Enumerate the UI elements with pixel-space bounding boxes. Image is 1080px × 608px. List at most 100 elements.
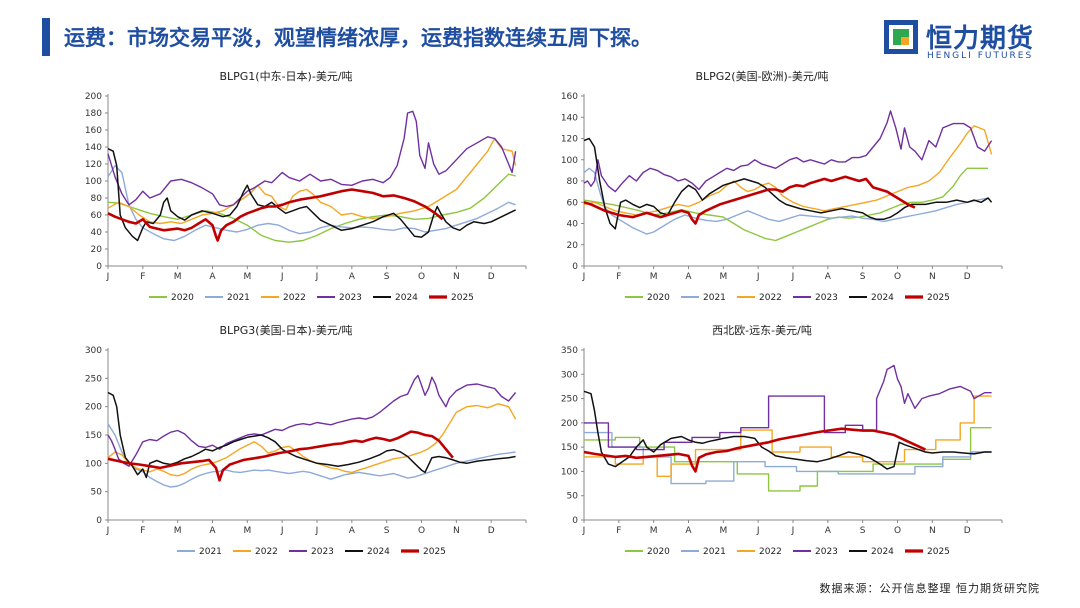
plot-area: 0 50 100 150 200 250 300 J F M A M J J A S O N D	[85, 346, 527, 536]
x-tick-label: M	[719, 526, 727, 536]
chart-title: 西北欧-远东-美元/吨	[712, 324, 812, 337]
x-tick-label: M	[174, 272, 182, 282]
legend-label: 2020	[647, 293, 670, 303]
y-tick-label: 140	[561, 113, 578, 123]
page-title: 运费：市场交易平淡，观望情绪浓厚，运费指数连续五周下探。	[64, 26, 652, 50]
y-tick-label: 20	[91, 245, 103, 255]
y-tick-label: 100	[561, 156, 578, 166]
chart-blpg3: BLPG3(美国-日本)-美元/吨 0 50 100 150 200 250 300 J F M A M…	[56, 320, 536, 565]
x-tick-label: A	[209, 526, 216, 536]
x-tick-label: J	[280, 272, 284, 282]
x-tick-label: M	[243, 526, 251, 536]
legend-label: 2025	[927, 293, 950, 303]
series-line-2022	[107, 137, 517, 225]
x-tick-label: J	[756, 526, 760, 536]
chart-nwe-fareast-svg: 西北欧-远东-美元/吨 0 50 100 150 200 250 300 350 J F M A M J J A…	[561, 324, 1003, 557]
legend-label: 2025	[451, 293, 474, 303]
legend-label: 2022	[759, 293, 782, 303]
legend-label: 2025	[927, 547, 950, 557]
series-line-2024	[583, 137, 993, 230]
y-tick-label: 300	[85, 346, 102, 356]
series-line-2022	[107, 403, 517, 477]
series-line-2021	[583, 167, 989, 235]
y-tick-label: 200	[85, 403, 102, 413]
legend-label: 2023	[815, 293, 838, 303]
legend-label: 2020	[647, 547, 670, 557]
y-tick-label: 250	[85, 374, 102, 384]
x-tick-label: M	[719, 272, 727, 282]
series-line-2024	[583, 390, 992, 470]
series-line-2024	[107, 148, 516, 242]
x-tick-label: N	[929, 272, 936, 282]
y-tick-label: 200	[561, 419, 578, 429]
x-tick-label: D	[964, 272, 971, 282]
x-tick-label: O	[894, 526, 901, 536]
x-tick-label: D	[488, 526, 495, 536]
chart-title: BLPG1(中东-日本)-美元/吨	[219, 69, 352, 83]
series-line-2022	[583, 125, 993, 216]
legend-label: 2023	[311, 547, 334, 557]
legend: 2020 2021 2022 2023 2024 2025	[625, 293, 950, 303]
x-tick-label: J	[106, 526, 110, 536]
x-tick-label: F	[140, 272, 145, 282]
x-tick-label: J	[756, 272, 760, 282]
legend-label: 2023	[339, 293, 362, 303]
x-tick-label: J	[582, 526, 586, 536]
plot-area: 0 50 100 150 200 250 300 350 J F M A M J J A S O N D	[561, 346, 1003, 536]
y-tick-label: 0	[96, 262, 102, 272]
chart-nwe-fareast: 西北欧-远东-美元/吨 0 50 100 150 200 250 300 350 J F M A M J J A…	[532, 320, 1012, 565]
company-logo: 恒力期货 HENGLI FUTURES	[880, 18, 1060, 64]
y-tick-label: 100	[561, 467, 578, 477]
legend: 2020 2021 2022 2023 2024 2025	[625, 547, 950, 557]
y-tick-label: 140	[85, 143, 102, 153]
series-line-2025	[583, 427, 926, 473]
y-tick-label: 50	[91, 488, 103, 498]
x-tick-label: F	[616, 526, 621, 536]
x-tick-label: M	[650, 526, 658, 536]
x-tick-label: O	[418, 272, 425, 282]
x-tick-label: F	[616, 272, 621, 282]
x-tick-label: J	[791, 526, 795, 536]
legend-label: 2024	[367, 547, 390, 557]
x-tick-label: J	[791, 272, 795, 282]
y-tick-label: 0	[572, 262, 578, 272]
legend-label: 2021	[703, 293, 726, 303]
series-line-2023	[107, 110, 517, 208]
legend-label: 2020	[171, 293, 194, 303]
y-tick-label: 40	[567, 220, 579, 230]
x-tick-label: J	[315, 526, 319, 536]
x-tick-label: S	[384, 526, 390, 536]
x-tick-label: D	[488, 272, 495, 282]
y-tick-label: 200	[85, 92, 102, 102]
x-tick-label: D	[964, 526, 971, 536]
x-tick-label: N	[453, 526, 460, 536]
chart-title: BLPG3(美国-日本)-美元/吨	[219, 323, 352, 337]
series-line-2023	[583, 110, 993, 193]
legend-label: 2022	[255, 547, 278, 557]
y-tick-label: 350	[561, 346, 578, 356]
y-tick-label: 160	[85, 126, 102, 136]
y-tick-label: 180	[85, 109, 102, 119]
chart-blpg3-svg: BLPG3(美国-日本)-美元/吨 0 50 100 150 200 250 300 J F M A M…	[85, 323, 527, 557]
x-tick-label: J	[315, 272, 319, 282]
series-line-2025	[107, 188, 444, 242]
chart-title: BLPG2(美国-欧洲)-美元/吨	[695, 70, 828, 83]
legend: 2021 2022 2023 2024 2025	[177, 547, 446, 557]
chart-blpg2-svg: BLPG2(美国-欧洲)-美元/吨 0 20 40 60 80 100 120 140 160 J F…	[561, 70, 1003, 303]
x-tick-label: A	[349, 272, 356, 282]
x-tick-label: J	[280, 526, 284, 536]
legend-label: 2024	[871, 293, 894, 303]
plot-area: 0 20 40 60 80 100 120 140 160 180 200 J F M A M J J A S O N D	[85, 92, 527, 282]
x-tick-label: O	[418, 526, 425, 536]
legend-label: 2024	[395, 293, 418, 303]
x-tick-label: A	[825, 272, 832, 282]
y-tick-label: 50	[567, 492, 579, 502]
x-tick-label: N	[929, 526, 936, 536]
source-note: 数据来源：公开信息整理 恒力期货研究院	[819, 582, 1040, 595]
x-tick-label: M	[650, 272, 658, 282]
x-tick-label: M	[174, 526, 182, 536]
series-line-2021	[584, 431, 992, 485]
legend-label: 2022	[283, 293, 306, 303]
x-tick-label: S	[384, 272, 390, 282]
y-tick-label: 40	[91, 228, 103, 238]
